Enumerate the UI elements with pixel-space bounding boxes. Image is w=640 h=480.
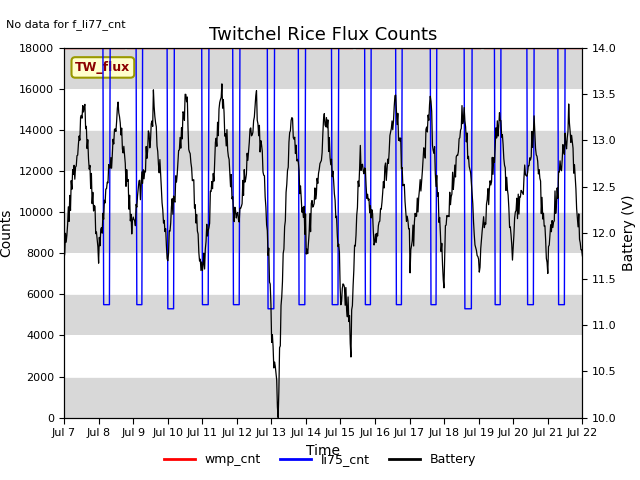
Y-axis label: Counts: Counts	[0, 209, 13, 257]
Title: Twitchel Rice Flux Counts: Twitchel Rice Flux Counts	[209, 25, 437, 44]
Legend: wmp_cnt, li75_cnt, Battery: wmp_cnt, li75_cnt, Battery	[159, 448, 481, 471]
Bar	[64, 48, 582, 89]
Y-axis label: Battery (V): Battery (V)	[623, 194, 636, 271]
Bar	[64, 376, 582, 418]
Bar	[64, 130, 582, 171]
X-axis label: Time: Time	[306, 444, 340, 457]
Bar	[64, 294, 582, 336]
Text: No data for f_li77_cnt: No data for f_li77_cnt	[6, 19, 126, 30]
Bar	[64, 212, 582, 253]
Text: TW_flux: TW_flux	[76, 61, 131, 74]
